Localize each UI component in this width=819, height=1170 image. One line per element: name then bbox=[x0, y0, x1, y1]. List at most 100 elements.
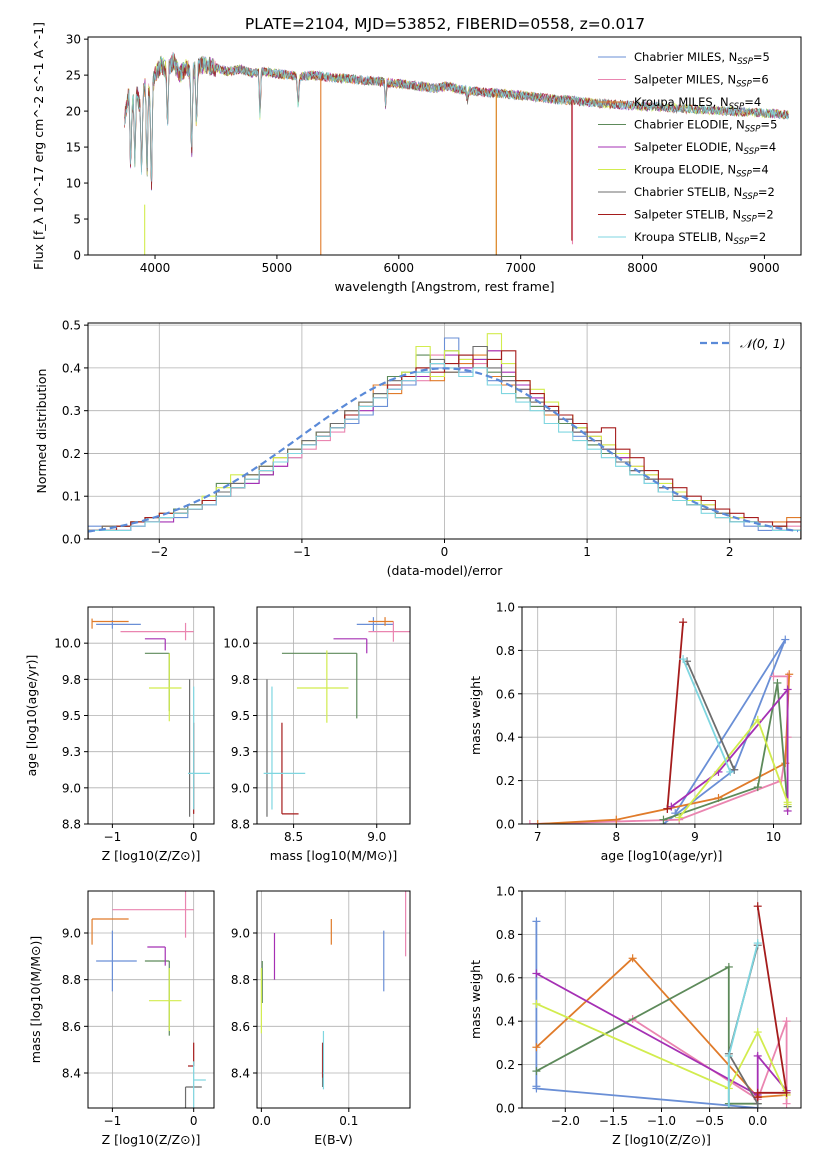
x-tick-label: 0.1 bbox=[339, 1114, 358, 1128]
age-vs-mass-panel: 8.5 9.0 8.8 9.0 9.3 9.5 9.8 10.0 mass [log10(M/M… bbox=[223, 606, 411, 863]
axes-frame bbox=[256, 890, 411, 1109]
y-tick-label: 0.0 bbox=[62, 533, 81, 547]
y-tick-label: 9.3 bbox=[62, 745, 81, 759]
y-tick-label: 0.5 bbox=[62, 319, 81, 333]
errorbar-salpeter-elodie bbox=[144, 638, 166, 651]
weight-marker bbox=[783, 685, 792, 694]
plot-area bbox=[525, 618, 794, 824]
errorbar-salpeter-miles bbox=[368, 621, 410, 642]
weight-marker bbox=[533, 820, 542, 824]
weight-marker bbox=[783, 672, 792, 681]
weight-marker bbox=[726, 767, 735, 776]
legend-entry: 𝒩(0, 1) bbox=[740, 336, 786, 351]
x-axis-label: (data-model)/error bbox=[387, 563, 504, 578]
x-tick-label: 9 bbox=[691, 830, 699, 844]
y-tick-label: 0 bbox=[73, 249, 81, 263]
weight-line-salpeter-elodie bbox=[535, 972, 788, 1097]
y-tick-label: 8.8 bbox=[62, 818, 81, 832]
y-tick-label: 0.8 bbox=[496, 928, 515, 942]
weight-marker bbox=[675, 813, 684, 822]
y-axis-label: mass weight bbox=[468, 676, 483, 755]
weight-marker bbox=[532, 1067, 541, 1076]
y-tick-label: 8.4 bbox=[62, 1067, 81, 1081]
weight-line-chabrier-elodie bbox=[535, 965, 758, 1105]
plot-area bbox=[91, 618, 210, 817]
weight-line-kroupa-miles bbox=[537, 674, 791, 824]
errorbar-kroupa-miles bbox=[91, 918, 129, 945]
weight-line-chabrier-miles bbox=[662, 639, 787, 824]
errorbar-kroupa-stelib bbox=[187, 686, 210, 810]
x-axis-label: mass [log10(M/M⊙)] bbox=[270, 848, 398, 863]
weight-marker bbox=[753, 715, 762, 724]
y-tick-label: 9.3 bbox=[231, 745, 250, 759]
y-tick-label: 0.6 bbox=[496, 971, 515, 985]
y-tick-label: 0.0 bbox=[496, 818, 515, 832]
errorbar-chabrier-miles bbox=[356, 617, 394, 632]
weight-line-salpeter-stelib bbox=[756, 906, 788, 1098]
histogram-kroupa-stelib bbox=[88, 363, 801, 539]
y-tick-label: 9.0 bbox=[62, 927, 81, 941]
weight-marker bbox=[525, 820, 534, 824]
mass-vs-extinction-panel: 0.0 0.1 8.4 8.6 8.8 9.0 E(B-V) bbox=[231, 890, 411, 1147]
weight-line-kroupa-stelib bbox=[682, 658, 732, 773]
weight-marker bbox=[532, 999, 541, 1008]
plot-area bbox=[532, 902, 791, 1108]
errorbar-chabrier-elodie bbox=[144, 960, 170, 1036]
x-tick-label: 1 bbox=[583, 545, 591, 559]
spectrum-line-salpeter-miles bbox=[124, 51, 572, 188]
plot-area bbox=[124, 51, 789, 255]
y-tick-label: 9.0 bbox=[231, 781, 250, 795]
errorbar-kroupa-elodie bbox=[148, 968, 182, 1031]
weight-marker bbox=[659, 815, 668, 824]
y-axis-label: mass [log10(M/M⊙)] bbox=[28, 936, 43, 1064]
errorbar-salpeter-miles bbox=[120, 622, 194, 641]
y-tick-label: 8.6 bbox=[62, 1020, 81, 1034]
y-tick-label: 8.4 bbox=[231, 1067, 250, 1081]
weight-marker bbox=[612, 815, 621, 824]
x-tick-label: 0 bbox=[190, 830, 198, 844]
x-tick-label: 8 bbox=[612, 830, 620, 844]
legend-entry: Salpeter ELODIE, NSSP=4 bbox=[634, 140, 776, 157]
weight-marker bbox=[753, 902, 762, 911]
y-tick-label: 0.1 bbox=[62, 490, 81, 504]
weight-marker bbox=[724, 962, 733, 971]
x-axis-label: Z [log10(Z/Z⊙)] bbox=[102, 1132, 201, 1147]
legend-entry: Chabrier STELIB, NSSP=2 bbox=[634, 185, 775, 202]
y-tick-label: 0.4 bbox=[496, 731, 515, 745]
weight-line-chabrier-stelib bbox=[686, 660, 736, 771]
weight-marker bbox=[753, 1051, 762, 1060]
weight-marker bbox=[781, 635, 790, 644]
x-axis-label: Z [log10(Z/Z⊙)] bbox=[102, 848, 201, 863]
y-tick-label: 10.0 bbox=[54, 637, 81, 651]
y-tick-label: 0.0 bbox=[496, 1102, 515, 1116]
errorbar-salpeter-elodie bbox=[147, 946, 166, 966]
weight-marker bbox=[753, 1093, 762, 1102]
y-axis-label: mass weight bbox=[468, 960, 483, 1039]
weight-marker bbox=[532, 917, 541, 926]
residuals-panel: −2 −1 0 1 2 0.0 0.1 0.2 0.3 0.4 0.5 (data-model)/er… bbox=[34, 319, 802, 578]
weight-line-chabrier-miles bbox=[535, 921, 759, 1108]
spectrum-panel: 4000 5000 6000 7000 8000 9000 0 5 10 15 20 25 30 wave… bbox=[31, 22, 802, 294]
axes-frame bbox=[521, 606, 802, 825]
y-tick-label: 15 bbox=[66, 141, 81, 155]
legend-entry: Chabrier ELODIE, NSSP=5 bbox=[634, 118, 777, 135]
y-axis-label: age [log10(age/yr)] bbox=[24, 655, 39, 777]
x-tick-label: 6000 bbox=[384, 261, 415, 275]
weight-vs-age-panel: 7 8 9 10 0.0 0.2 0.4 0.6 0.8 1.0 age [log10(age/yr… bbox=[468, 601, 802, 863]
plot-area bbox=[263, 617, 410, 817]
legend-entry: Kroupa MILES, NSSP=4 bbox=[634, 95, 761, 112]
y-tick-label: 0.2 bbox=[62, 447, 81, 461]
weight-vs-metallicity-panel: −2.0 −1.5 −1.0 −0.5 0.0 0.0 0.2 0.4 0.6 0.8 1.0 Z [… bbox=[468, 885, 802, 1147]
errorbar-kroupa-stelib bbox=[193, 1061, 206, 1108]
y-tick-label: 20 bbox=[66, 105, 81, 119]
legend-entry: Chabrier MILES, NSSP=5 bbox=[634, 50, 770, 67]
weight-marker bbox=[782, 1017, 791, 1026]
figure-title: PLATE=2104, MJD=53852, FIBERID=0558, z=0… bbox=[245, 15, 645, 33]
x-tick-label: −1 bbox=[293, 545, 311, 559]
x-tick-label: −1 bbox=[104, 1114, 122, 1128]
x-tick-label: 5000 bbox=[262, 261, 293, 275]
plot-area bbox=[260, 891, 407, 1090]
axes-frame bbox=[87, 890, 215, 1109]
x-tick-label: 7000 bbox=[505, 261, 536, 275]
errorbar-salpeter-stelib bbox=[187, 1042, 195, 1067]
